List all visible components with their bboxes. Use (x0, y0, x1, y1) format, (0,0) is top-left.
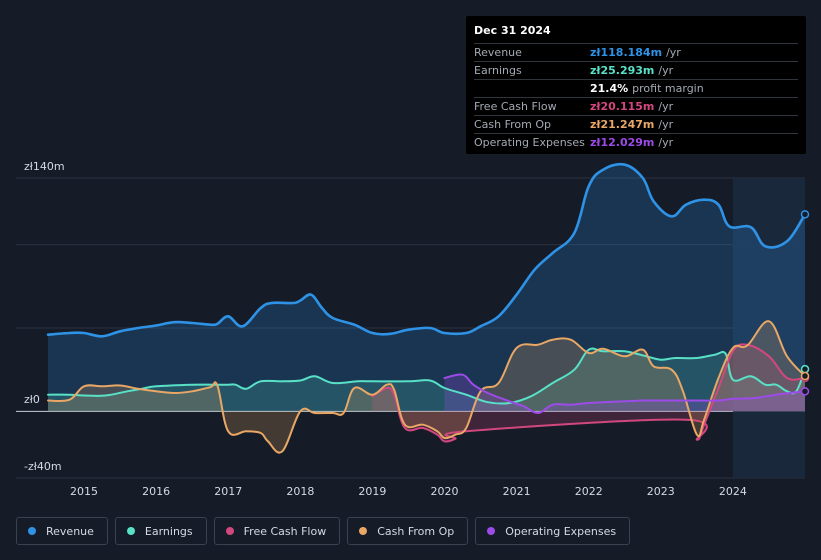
tooltip-value: zł118.184m (590, 44, 662, 61)
tooltip-date: Dec 31 2024 (474, 23, 798, 44)
tooltip-label: Operating Expenses (474, 134, 590, 151)
x-tick-label: 2017 (214, 485, 242, 498)
legend-label: Free Cash Flow (244, 525, 327, 538)
x-tick-label: 2021 (503, 485, 531, 498)
tooltip-value: 21.4% (590, 80, 628, 97)
x-tick-label: 2022 (575, 485, 603, 498)
tooltip-label: Revenue (474, 44, 590, 61)
tooltip-row-earnings: Earnings zł25.293m /yr (474, 62, 798, 80)
tooltip-unit: /yr (658, 62, 673, 79)
tooltip-unit: /yr (658, 98, 673, 115)
tooltip-row-operating-expenses: Operating Expenses zł12.029m /yr (474, 134, 798, 151)
tooltip-unit: /yr (666, 44, 681, 61)
tooltip-label: Free Cash Flow (474, 98, 590, 115)
legend-dot-icon (127, 527, 135, 535)
legend-label: Cash From Op (377, 525, 454, 538)
x-tick-label: 2020 (431, 485, 459, 498)
y-tick-label-zero: zł0 (24, 393, 40, 406)
tooltip-label (474, 80, 590, 97)
tooltip-row-free-cash-flow: Free Cash Flow zł20.115m /yr (474, 98, 798, 116)
endpoint-operating-expenses (802, 388, 809, 395)
tooltip-label: Cash From Op (474, 116, 590, 133)
x-tick-label: 2019 (358, 485, 386, 498)
x-tick-label: 2018 (286, 485, 314, 498)
legend-item-cash-from-op[interactable]: Cash From Op (347, 517, 468, 545)
endpoint-cash-from-op (802, 373, 809, 380)
legend-label: Earnings (145, 525, 193, 538)
tooltip-unit: /yr (658, 116, 673, 133)
endpoint-earnings (802, 366, 809, 373)
x-tick-label: 2024 (719, 485, 747, 498)
legend-item-free-cash-flow[interactable]: Free Cash Flow (214, 517, 341, 545)
tooltip-value: zł20.115m (590, 98, 654, 115)
legend-item-revenue[interactable]: Revenue (16, 517, 108, 545)
legend-dot-icon (226, 527, 234, 535)
legend-label: Operating Expenses (505, 525, 616, 538)
y-tick-label-top: zł140m (24, 160, 65, 173)
series-areas (48, 164, 805, 452)
y-tick-label-bottom: -zł40m (24, 460, 62, 473)
tooltip-value: zł21.247m (590, 116, 654, 133)
y-axis: zł140m zł0 -zł40m (24, 160, 65, 473)
legend: Revenue Earnings Free Cash Flow Cash Fro… (16, 517, 630, 545)
tooltip-row-profit-margin: 21.4% profit margin (474, 80, 798, 98)
tooltip-value: zł25.293m (590, 62, 654, 79)
tooltip-panel: Dec 31 2024 Revenue zł118.184m /yr Earni… (466, 16, 806, 154)
x-tick-label: 2016 (142, 485, 170, 498)
endpoint-revenue (802, 211, 809, 218)
tooltip-unit: /yr (658, 134, 673, 151)
tooltip-row-cash-from-op: Cash From Op zł21.247m /yr (474, 116, 798, 134)
tooltip-value: zł12.029m (590, 134, 654, 151)
legend-item-operating-expenses[interactable]: Operating Expenses (475, 517, 630, 545)
tooltip-row-revenue: Revenue zł118.184m /yr (474, 44, 798, 62)
x-axis: 2015 2016 2017 2018 2019 2020 2021 2022 2023 2024 (70, 485, 747, 498)
tooltip-label: Earnings (474, 62, 590, 79)
legend-label: Revenue (46, 525, 94, 538)
legend-dot-icon (487, 527, 495, 535)
x-tick-label: 2023 (647, 485, 675, 498)
legend-dot-icon (359, 527, 367, 535)
tooltip-unit: profit margin (632, 80, 704, 97)
legend-dot-icon (28, 527, 36, 535)
legend-item-earnings[interactable]: Earnings (115, 517, 207, 545)
x-tick-label: 2015 (70, 485, 98, 498)
